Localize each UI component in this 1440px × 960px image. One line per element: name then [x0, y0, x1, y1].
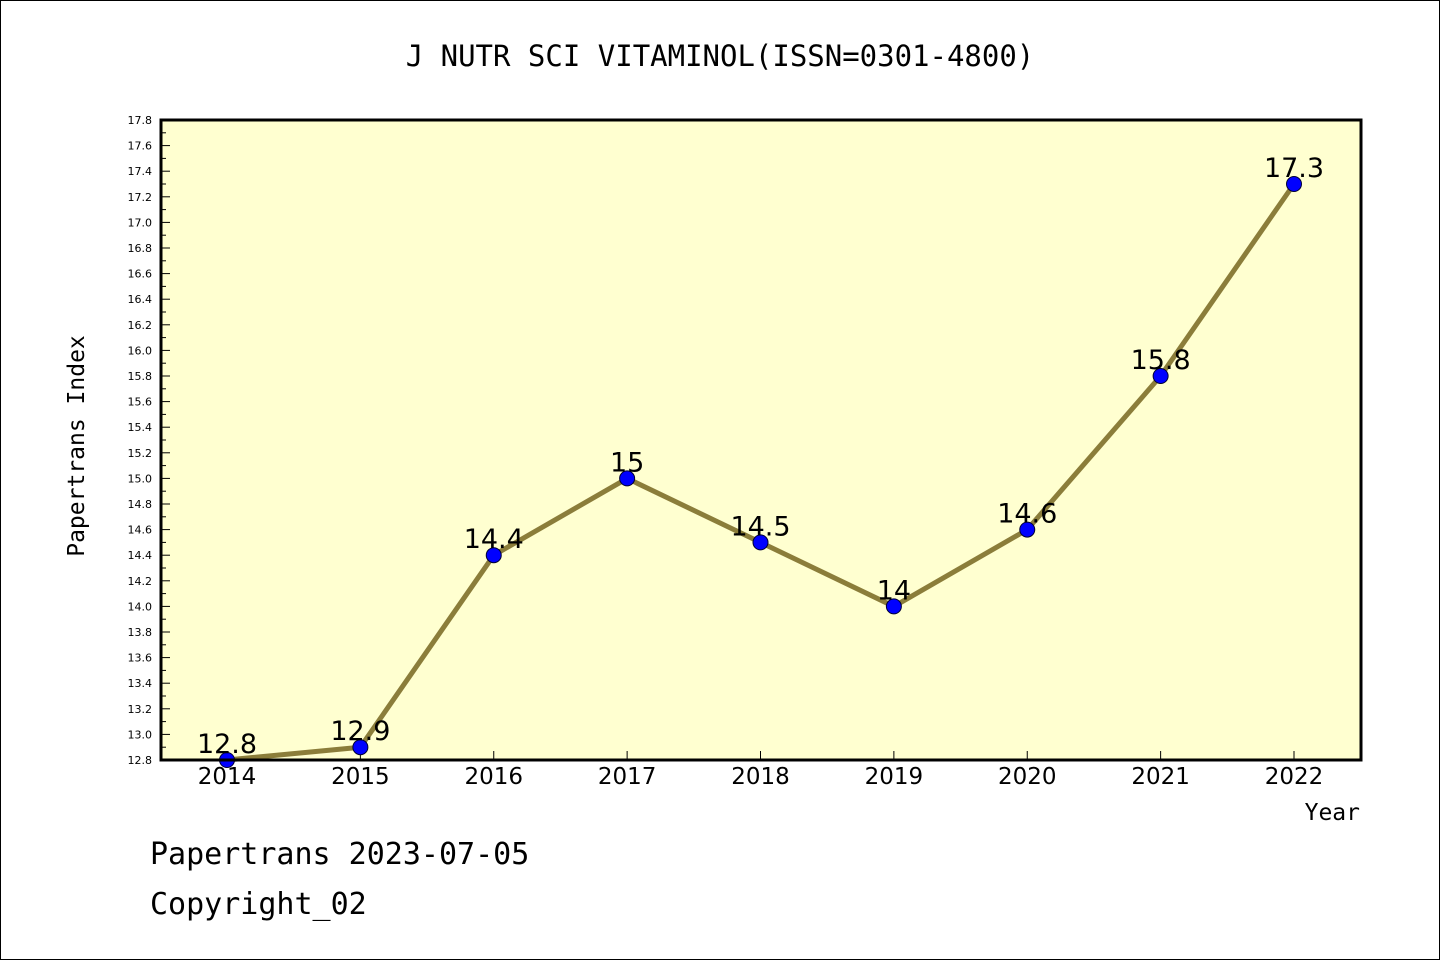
- y-tick-label: 16.6: [128, 268, 153, 281]
- y-tick-label: 14.0: [128, 600, 153, 613]
- x-tick-label: 2014: [198, 764, 257, 790]
- chart-title: J NUTR SCI VITAMINOL(ISSN=0301-4800): [406, 39, 1035, 73]
- data-label: 14: [877, 575, 911, 606]
- data-point: [1286, 176, 1302, 192]
- data-point: [1152, 368, 1169, 384]
- y-tick-label: 13.8: [128, 626, 153, 639]
- x-tick-label: 2018: [731, 764, 790, 790]
- data-label: 15: [610, 447, 644, 478]
- y-tick-label: 15.8: [128, 370, 153, 383]
- y-tick-label: 15.4: [128, 421, 153, 434]
- y-tick-label: 17.4: [128, 165, 153, 178]
- plot-area: [161, 120, 1361, 760]
- y-tick-label: 14.2: [128, 575, 153, 588]
- x-axis-label: Year: [1305, 800, 1360, 826]
- data-point: [352, 739, 369, 756]
- y-tick-label: 17.6: [128, 140, 153, 153]
- data-label: 12.8: [197, 729, 257, 760]
- x-tick-label: 2020: [998, 764, 1057, 790]
- data-point: [1019, 521, 1036, 538]
- y-tick-label: 15.2: [128, 447, 153, 460]
- data-label: 14.6: [997, 499, 1057, 530]
- data-label: 14.4: [464, 524, 524, 555]
- y-tick-label: 14.6: [128, 524, 153, 537]
- data-label: 14.5: [730, 511, 790, 542]
- y-tick-label: 17.8: [128, 114, 153, 127]
- data-point: [752, 534, 769, 551]
- x-tick-label: 2021: [1131, 764, 1190, 790]
- y-tick-label: 16.8: [128, 242, 153, 255]
- y-tick-label: 15.6: [128, 396, 153, 409]
- y-tick-label: 14.8: [128, 498, 153, 511]
- data-point: [619, 470, 636, 487]
- y-tick-label: 12.8: [128, 754, 153, 767]
- y-tick-label: 15.0: [128, 472, 153, 485]
- plot-border: [159, 118, 1363, 762]
- y-tick-label: 16.2: [128, 319, 153, 332]
- y-tick-label: 17.2: [128, 191, 153, 204]
- x-tick-label: 2022: [1265, 764, 1324, 790]
- x-axis-ticks: 2014 2015 2016 2017 2018 2019 2020 2021 2022: [198, 751, 1324, 790]
- data-point: [485, 547, 502, 564]
- x-tick-label: 2015: [331, 764, 390, 790]
- y-tick-label: 16.0: [128, 344, 153, 357]
- y-tick-label: 13.6: [128, 652, 153, 665]
- y-tick-label: 17.0: [128, 216, 153, 229]
- x-tick-label: 2016: [464, 764, 523, 790]
- x-tick-label: 2019: [865, 764, 924, 790]
- footer-date: Papertrans 2023-07-05: [150, 837, 529, 872]
- y-tick-label: 13.2: [128, 703, 153, 716]
- data-point: [885, 598, 902, 615]
- y-axis-label: Papertrans Index: [64, 335, 90, 557]
- data-label: 17.3: [1264, 153, 1324, 184]
- y-tick-label: 16.4: [128, 293, 153, 306]
- x-tick-label: 2017: [598, 764, 657, 790]
- y-tick-label: 14.4: [128, 549, 153, 562]
- data-label: 12.9: [330, 716, 390, 747]
- footer-copyright: Copyright_02: [150, 887, 367, 922]
- data-label: 15.8: [1131, 345, 1191, 376]
- y-tick-label: 13.4: [128, 677, 153, 690]
- y-tick-label: 13.0: [128, 728, 153, 741]
